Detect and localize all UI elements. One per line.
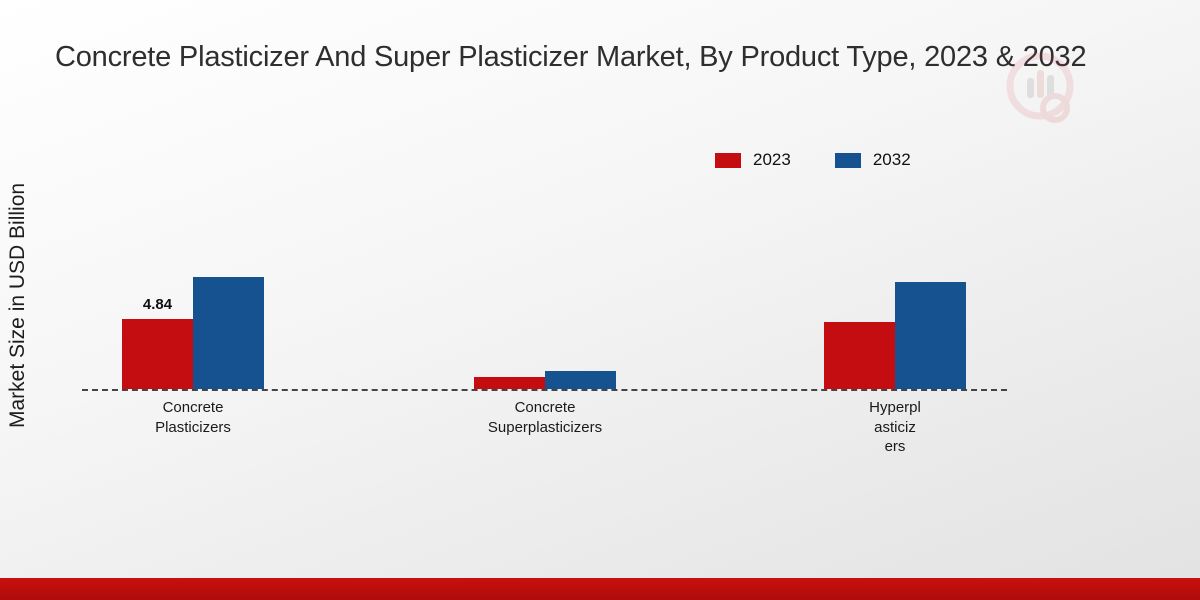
legend-swatch-2023 [715, 152, 741, 168]
bar-2032-hyperplasticizers [895, 281, 966, 389]
legend-item-2023: 2023 [715, 150, 791, 170]
bar-group-concrete-superplasticizers [474, 370, 616, 389]
legend-item-2032: 2032 [834, 150, 911, 170]
bar-group-concrete-plasticizers [122, 277, 264, 389]
value-label-2023: 4.84 [142, 295, 173, 313]
x-axis-baseline [82, 389, 1007, 391]
bar-group-hyperplasticizers [824, 281, 966, 389]
watermark-logo [1006, 52, 1074, 123]
category-label-concrete-superplasticizers: Concrete Superplasticizers [487, 399, 603, 436]
legend-swatch-2032 [834, 152, 861, 168]
legend-label-2032: 2032 [872, 150, 911, 169]
category-label-hyperplasticizers: Hyperpl asticiz ers [869, 399, 921, 455]
chart-title: Concrete Plasticizer And Super Plasticiz… [55, 41, 1087, 73]
category-label-concrete-plasticizers: Concrete Plasticizers [155, 399, 231, 436]
bar-2023-concrete-plasticizers [122, 318, 193, 389]
bar-2023-hyperplasticizers [824, 322, 895, 389]
legend-label-2023: 2023 [753, 150, 791, 169]
bar-2032-concrete-plasticizers [193, 277, 264, 389]
bottom-red-strip [0, 578, 1200, 600]
bar-2032-concrete-superplasticizers [545, 370, 616, 389]
bar-2023-concrete-superplasticizers [474, 377, 545, 389]
legend: 2023 2032 [715, 150, 911, 170]
